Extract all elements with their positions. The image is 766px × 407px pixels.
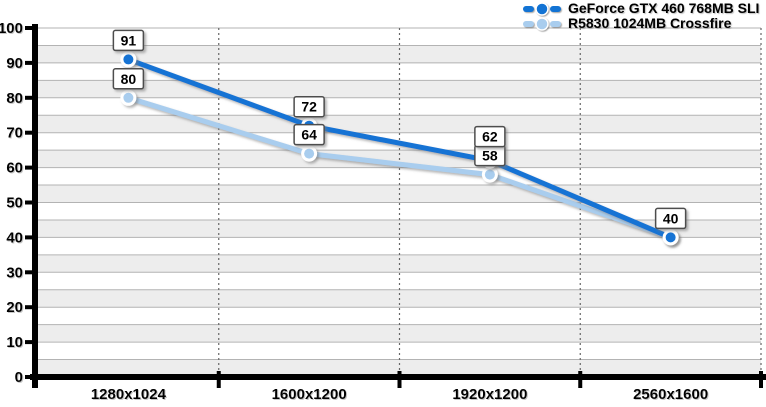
data-label: 64 — [293, 123, 325, 146]
svg-text:72: 72 — [301, 99, 317, 115]
data-label: 72 — [293, 95, 325, 118]
y-axis-tick — [25, 165, 32, 170]
x-axis-label: 2560x1600 — [633, 386, 708, 403]
y-axis-label: 40 — [6, 229, 23, 246]
x-axis-label: 1280x1024 — [91, 386, 167, 403]
y-axis-label: 60 — [6, 160, 23, 177]
y-axis-tick — [25, 340, 32, 345]
legend-item-geforce: GeForce GTX 460 768MB SLI — [522, 1, 759, 16]
svg-text:64: 64 — [301, 127, 317, 143]
legend-marker-r5830-icon — [522, 16, 562, 31]
legend-label-r5830: R5830 1024MB Crossfire — [568, 15, 732, 31]
legend-label-geforce: GeForce GTX 460 768MB SLI — [568, 0, 760, 16]
y-axis-tick — [25, 26, 32, 30]
y-axis-label: 90 — [6, 55, 23, 72]
x-axis-tick — [578, 371, 583, 388]
svg-text:58: 58 — [482, 148, 498, 164]
legend-marker-geforce-icon — [522, 1, 562, 16]
data-label: 58 — [474, 144, 506, 167]
svg-text:40: 40 — [663, 210, 679, 226]
data-label: 40 — [654, 207, 687, 230]
series-line-1 — [125, 95, 674, 240]
y-axis-label: 70 — [6, 125, 23, 142]
y-axis-tick — [25, 235, 32, 240]
data-point-series-0 — [120, 51, 137, 68]
y-axis-label: 50 — [6, 195, 23, 212]
series-line-0 — [125, 56, 674, 240]
data-label: 80 — [112, 68, 145, 90]
data-label: 91 — [112, 29, 145, 52]
x-axis-tick — [759, 371, 763, 388]
y-axis-label: 10 — [6, 334, 23, 351]
y-axis-tick — [25, 270, 32, 275]
y-axis-tick — [25, 305, 32, 310]
x-axis-label: 1600x1200 — [272, 386, 347, 403]
y-axis-label: 30 — [6, 264, 23, 281]
legend-item-r5830: R5830 1024MB Crossfire — [522, 16, 759, 31]
y-axis-tick — [25, 200, 32, 205]
data-label: 62 — [474, 125, 506, 148]
svg-text:62: 62 — [482, 129, 498, 145]
y-axis-tick — [25, 60, 32, 65]
legend: GeForce GTX 460 768MB SLI R5830 1024MB C… — [522, 1, 759, 31]
y-axis-tick — [25, 375, 32, 379]
svg-text:91: 91 — [121, 32, 137, 48]
x-axis-tick — [397, 371, 402, 388]
data-point-series-1 — [120, 89, 137, 106]
y-axis-label: 0 — [15, 369, 23, 386]
y-axis-label: 80 — [6, 90, 23, 107]
data-point-series-1 — [481, 166, 498, 183]
y-axis-label: 20 — [6, 299, 23, 316]
x-axis-label: 1920x1200 — [452, 386, 527, 403]
data-point-series-0 — [662, 229, 679, 246]
x-axis-tick — [216, 371, 221, 388]
svg-text:80: 80 — [121, 71, 137, 87]
y-axis — [32, 24, 38, 388]
data-point-series-1 — [301, 145, 318, 162]
y-axis-tick — [25, 130, 32, 135]
y-axis-label: 100 — [0, 20, 23, 37]
y-axis-tick — [25, 95, 32, 100]
